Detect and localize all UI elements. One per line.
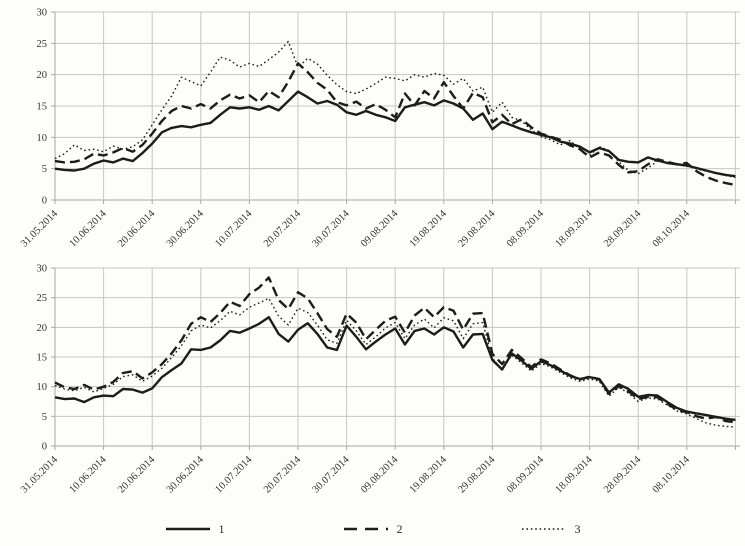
series-line-2 [54, 62, 736, 187]
y-tick-label: 5 [42, 164, 47, 175]
y-tick-label: 25 [37, 39, 48, 50]
y-tick-label: 30 [37, 8, 48, 19]
legend-item-3: 3 [521, 522, 581, 537]
y-tick-label: 25 [37, 293, 48, 304]
x-tick-label: 09.08.2014 [359, 454, 401, 496]
legend-item-2: 2 [343, 522, 403, 537]
series-line-1 [54, 316, 736, 422]
x-tick-label: 10.07.2014 [213, 454, 255, 496]
bottom-chart: 0 5 10 15 20 25 30 31.05.2014 10.06.2014 20.06.20… [19, 264, 740, 496]
legend-item-label: 1 [218, 521, 225, 536]
solid-line-sample-icon [165, 527, 210, 531]
series-line-2 [54, 276, 736, 424]
y-tick-label: 30 [37, 264, 48, 275]
x-tick-label: 08.10.2014 [651, 454, 693, 496]
y-tick-label: 15 [37, 353, 48, 364]
x-tick-label: 09.08.2014 [359, 208, 401, 250]
x-tick-label: 19.08.2014 [408, 208, 450, 250]
x-tick-label: 20.07.2014 [262, 454, 304, 496]
dashed-line-sample-icon [343, 527, 388, 531]
legend-item-label: 3 [574, 521, 581, 536]
series-line-1 [54, 90, 736, 178]
x-tick-label: 28.09.2014 [602, 208, 644, 250]
y-tick-label: 10 [37, 382, 48, 393]
x-tick-label: 20.07.2014 [262, 208, 304, 250]
y-tick-label: 5 [42, 412, 47, 423]
series-line-3 [54, 40, 736, 179]
y-tick-label: 0 [42, 442, 47, 453]
x-tick-label: 18.09.2014 [554, 454, 596, 496]
y-tick-label: 0 [42, 196, 47, 207]
x-tick-label: 08.09.2014 [505, 454, 547, 496]
x-tick-label: 08.09.2014 [505, 208, 547, 250]
y-tick-label: 15 [37, 102, 48, 113]
x-tick-label: 10.07.2014 [213, 208, 255, 250]
x-tick-label: 08.10.2014 [651, 208, 693, 250]
x-tick-label: 18.09.2014 [554, 208, 596, 250]
x-tick-label: 29.08.2014 [456, 454, 498, 496]
x-tick-label: 10.06.2014 [68, 208, 110, 250]
x-tick-label: 30.07.2014 [311, 454, 353, 496]
legend-item-label: 2 [396, 521, 403, 536]
top-chart: 0 5 10 15 20 25 30 31.05.2014 10.06.2014 20.06.20… [19, 8, 740, 250]
x-tick-label: 30.07.2014 [311, 208, 353, 250]
y-tick-label: 20 [37, 70, 48, 81]
x-tick-label: 20.06.2014 [116, 454, 158, 496]
x-tick-label: 20.06.2014 [116, 208, 158, 250]
x-tick-label: 31.05.2014 [19, 454, 61, 496]
y-tick-label: 10 [37, 133, 48, 144]
y-tick-label: 20 [37, 323, 48, 334]
x-tick-label: 30.06.2014 [165, 454, 207, 496]
series-line-3 [54, 297, 736, 428]
dotted-line-sample-icon [521, 528, 566, 530]
legend-item-1: 1 [165, 522, 225, 537]
chart-legend: 1 2 3 [0, 516, 745, 542]
x-tick-label: 28.09.2014 [602, 454, 644, 496]
x-tick-label: 29.08.2014 [456, 208, 498, 250]
x-tick-label: 19.08.2014 [408, 454, 450, 496]
x-tick-label: 31.05.2014 [19, 208, 61, 250]
x-tick-label: 10.06.2014 [68, 454, 110, 496]
x-tick-label: 30.06.2014 [165, 208, 207, 250]
